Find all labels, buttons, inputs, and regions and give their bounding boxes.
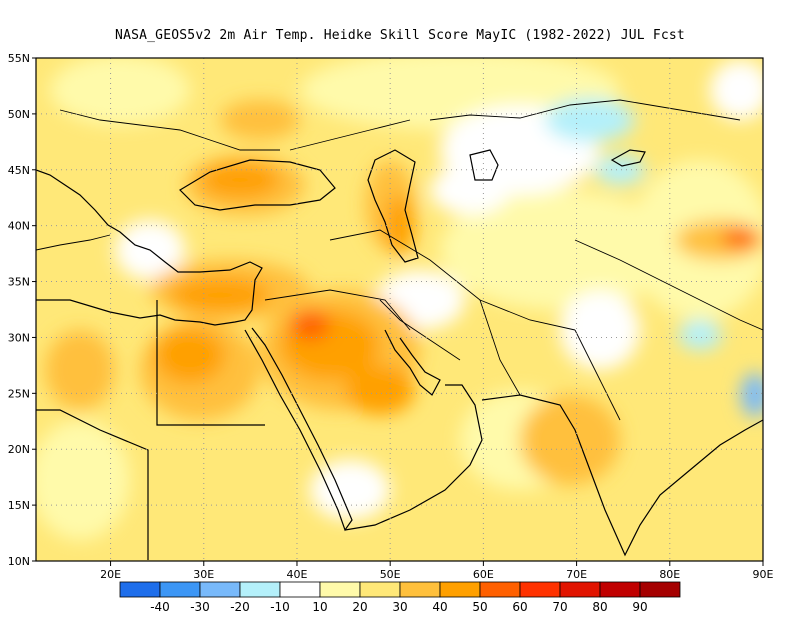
colorbar-swatch [239,581,281,598]
balkhash-lake [610,149,646,167]
field-patch [200,162,280,198]
x-tick-label: 80E [659,568,680,581]
field-patch [170,277,270,313]
y-tick-label: 35N [8,276,30,289]
colorbar-label: -20 [230,600,250,614]
colorbar-swatch [639,581,681,598]
colorbar-label: 30 [392,600,407,614]
colorbar-swatch [479,581,521,598]
mediterranean-coast [36,169,263,326]
colorbar-swatch [279,581,321,598]
field-patch [310,460,390,520]
persian-gulf [384,329,441,396]
y-tick-label: 50N [8,108,30,121]
gridlines [36,58,763,561]
colorbar-label: -40 [150,600,170,614]
colorbar-swatch [519,581,561,598]
contour-field [36,58,763,561]
field-patch [345,365,415,415]
field-patch [45,330,115,410]
x-tick-label: 20E [100,568,121,581]
x-axis: 20E 30E 40E 50E 60E 70E 80E 90E [100,561,774,581]
colorbar-swatch [199,581,241,598]
country-borders [36,99,763,421]
x-tick-label: 50E [380,568,401,581]
y-tick-label: 55N [8,52,30,65]
field-patch [678,320,722,350]
map-title: NASA_GEOS5v2 2m Air Temp. Heidke Skill S… [115,28,685,43]
y-tick-label: 20N [8,443,30,456]
x-tick-label: 60E [473,568,494,581]
colorbar-swatch [159,581,201,598]
field-patch [290,310,330,340]
africa-border-1 [36,409,149,560]
arabian-coast [344,384,483,531]
colorbar-label: -30 [190,600,210,614]
colorbar-swatch [399,581,441,598]
x-tick-label: 90E [753,568,774,581]
y-axis: 10N 15N 20N 25N 30N 35N 40N 45N 50N 55N [8,52,36,568]
coastlines [36,149,763,560]
colorbar-swatch [319,581,361,598]
colorbar-label: 80 [592,600,607,614]
colorbar-swatch [599,581,641,598]
map-frame [35,57,764,562]
y-tick-label: 45N [8,164,30,177]
colorbar-label: 90 [632,600,647,614]
field-patch [385,195,415,255]
aral-sea [469,149,499,181]
field-patch [155,327,225,383]
y-tick-label: 25N [8,387,30,400]
colorbar-label: 70 [552,600,567,614]
red-sea [244,327,353,532]
field-patch [50,58,190,125]
y-tick-label: 40N [8,220,30,233]
field-patch [520,395,620,485]
black-sea [179,159,336,211]
y-tick-label: 10N [8,555,30,568]
field-patch [595,155,645,185]
colorbar-swatch [559,581,601,598]
field-patch [545,98,635,142]
field-patch [430,165,510,215]
field-patch [560,290,640,370]
colorbar-label: 60 [512,600,527,614]
colorbar-label: 10 [312,600,327,614]
colorbar-label: 20 [352,600,367,614]
colorbar-swatch [439,581,481,598]
africa-border-2 [156,300,265,426]
caspian-sea [367,149,419,263]
colorbar-label: 40 [432,600,447,614]
colorbar-swatch [119,581,161,598]
indian-coast [481,394,763,557]
colorbar-label: 50 [472,600,487,614]
colorbar-swatch [359,581,401,598]
x-tick-label: 70E [566,568,587,581]
colorbar: -40 -30 -20 -10 10 20 30 40 50 60 70 80 90 [119,581,681,614]
colorbar-label: -10 [270,600,290,614]
field-patch [710,60,763,120]
x-tick-label: 30E [193,568,214,581]
field-patch [440,190,680,310]
field-patch [741,373,763,417]
y-tick-label: 15N [8,499,30,512]
y-tick-label: 30N [8,331,30,344]
field-patch [722,228,758,248]
x-tick-label: 40E [286,568,307,581]
field-patch [36,420,130,540]
field-patch [220,100,300,140]
